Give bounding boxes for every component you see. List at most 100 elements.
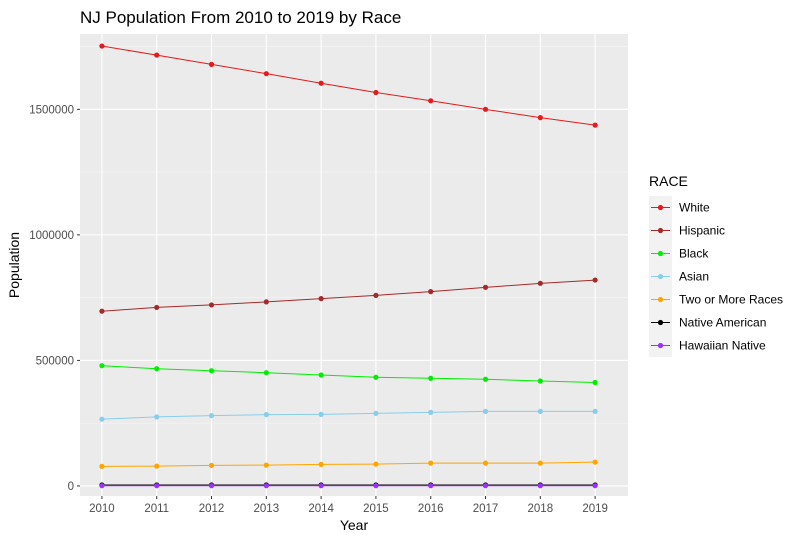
x-tick-label: 2016 xyxy=(418,503,444,515)
legend-key-point xyxy=(657,227,664,234)
data-point xyxy=(482,106,489,112)
data-point xyxy=(537,378,543,384)
data-point xyxy=(318,461,324,467)
chart-title: NJ Population From 2010 to 2019 by Race xyxy=(80,8,401,27)
y-tick-label: 500000 xyxy=(36,355,74,367)
data-point xyxy=(318,80,324,86)
data-point xyxy=(208,483,215,489)
data-point xyxy=(482,408,489,414)
plot-panel xyxy=(80,34,628,496)
data-point xyxy=(318,296,324,302)
x-axis-title: Year xyxy=(340,517,369,533)
legend-item: Hawaiian Native xyxy=(649,334,766,357)
data-point xyxy=(592,122,598,128)
data-point xyxy=(537,460,543,466)
series-line xyxy=(101,45,596,126)
data-point xyxy=(263,412,269,418)
data-point xyxy=(154,366,160,372)
legend-item: Asian xyxy=(649,265,709,288)
legend-label: Two or More Races xyxy=(679,293,783,307)
data-point xyxy=(428,98,434,104)
x-tick-label: 2018 xyxy=(528,503,554,515)
major-gridlines xyxy=(80,34,628,496)
data-point xyxy=(592,459,598,465)
data-point xyxy=(482,483,489,489)
x-tick-label: 2013 xyxy=(254,503,280,515)
data-point xyxy=(154,483,160,489)
data-point xyxy=(592,483,598,489)
legend-label: Hispanic xyxy=(679,224,725,238)
data-point xyxy=(208,462,215,468)
data-point xyxy=(373,89,379,96)
data-point xyxy=(482,376,489,382)
data-point xyxy=(154,414,160,420)
data-point xyxy=(482,460,489,466)
legend-item: Native American xyxy=(649,311,766,334)
data-point xyxy=(99,463,105,469)
data-point xyxy=(208,368,215,374)
data-point xyxy=(592,408,598,414)
legend-label: White xyxy=(679,201,710,215)
legend-label: Hawaiian Native xyxy=(679,339,766,353)
x-tick-label: 2014 xyxy=(308,503,334,515)
x-tick-label: 2012 xyxy=(199,503,225,515)
legend: RACE White Hispanic Black Asian Two or More … xyxy=(649,173,783,357)
legend-item: White xyxy=(649,196,710,219)
data-point xyxy=(318,483,324,489)
legend-title: RACE xyxy=(649,173,688,189)
legend-label: Asian xyxy=(679,270,709,284)
data-point xyxy=(99,483,105,489)
legend-key-point xyxy=(657,204,664,211)
data-point xyxy=(592,277,598,283)
y-axis: 0 500000 1000000 1500000 xyxy=(29,104,80,493)
data-point xyxy=(263,483,269,489)
series-line xyxy=(101,461,596,467)
data-point xyxy=(537,280,543,286)
data-point xyxy=(263,370,269,376)
data-point xyxy=(263,462,269,468)
data-point xyxy=(428,460,434,466)
legend-label: Native American xyxy=(679,316,766,330)
series-line xyxy=(101,410,596,420)
data-point xyxy=(318,372,324,378)
data-point xyxy=(373,374,379,380)
series-line xyxy=(101,279,596,312)
data-point xyxy=(373,410,379,416)
legend-key-point xyxy=(657,273,664,280)
data-point xyxy=(373,461,379,467)
x-axis: 2010 2011 2012 2013 2014 2015 2016 2017 2018 2019 xyxy=(89,496,608,515)
data-point xyxy=(428,289,434,295)
data-point xyxy=(208,302,215,308)
y-tick-label: 0 xyxy=(68,481,74,493)
data-point xyxy=(373,483,379,489)
data-point xyxy=(208,61,215,67)
data-point xyxy=(99,43,105,49)
x-tick-label: 2010 xyxy=(89,503,115,515)
data-point xyxy=(99,416,105,422)
x-tick-label: 2015 xyxy=(363,503,389,515)
data-point xyxy=(263,299,269,305)
data-point xyxy=(208,413,215,419)
data-point xyxy=(428,409,434,415)
legend-key-point xyxy=(657,342,664,349)
data-point xyxy=(537,483,543,489)
data-point xyxy=(537,115,543,121)
y-axis-title: Population xyxy=(6,232,22,298)
data-point xyxy=(482,284,489,290)
data-point xyxy=(537,408,543,414)
data-point xyxy=(318,411,324,417)
y-tick-label: 1000000 xyxy=(29,230,74,242)
data-point xyxy=(263,71,269,77)
y-tick-label: 1500000 xyxy=(29,104,74,116)
data-point xyxy=(592,379,598,386)
legend-item: Hispanic xyxy=(649,219,725,242)
legend-item: Two or More Races xyxy=(649,288,783,311)
series-line xyxy=(101,365,596,384)
data-point xyxy=(373,292,379,298)
legend-key-point xyxy=(657,296,664,303)
legend-item: Black xyxy=(649,242,709,265)
x-tick-label: 2019 xyxy=(582,503,608,515)
data-point xyxy=(154,52,160,58)
series-layer xyxy=(99,43,598,489)
